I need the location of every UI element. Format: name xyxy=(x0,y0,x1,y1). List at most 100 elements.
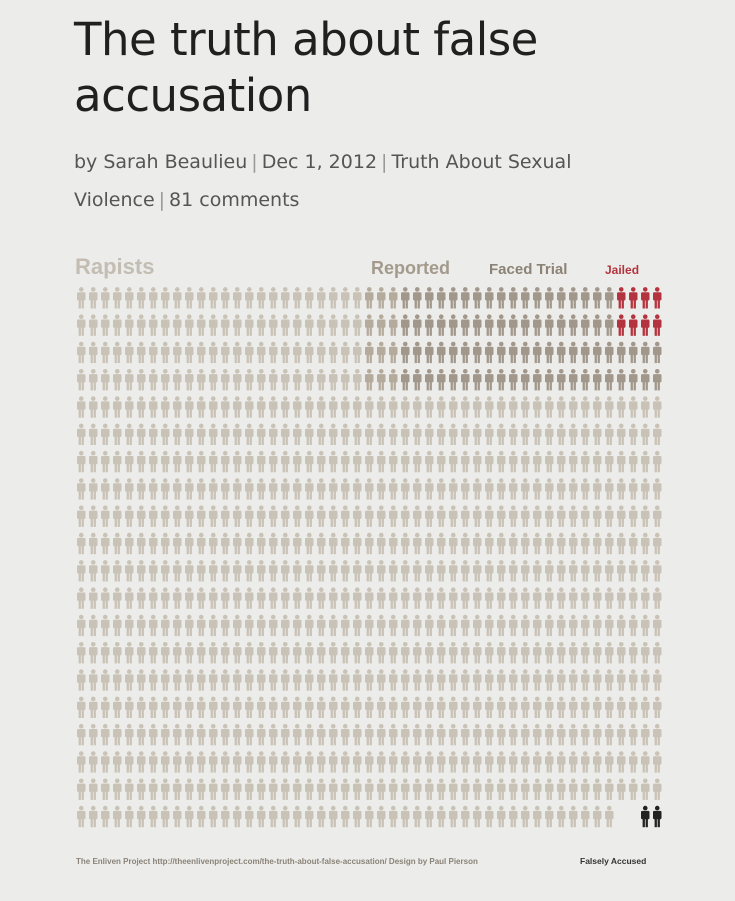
person-rapist xyxy=(185,805,194,828)
person-rapist xyxy=(269,642,278,664)
person-rapist xyxy=(101,450,110,473)
person-rapist xyxy=(221,751,230,773)
person-rapist xyxy=(185,505,194,527)
person-rapist xyxy=(401,505,410,527)
meta-separator: | xyxy=(381,151,388,173)
person-rapist xyxy=(389,423,398,445)
person-rapist xyxy=(557,396,566,418)
comments-link[interactable]: 81 comments xyxy=(169,189,300,211)
person-rapist xyxy=(569,423,578,445)
person-rapist xyxy=(269,341,278,364)
person-rapist xyxy=(77,450,86,473)
person-rapist xyxy=(449,587,458,609)
person-rapist xyxy=(617,423,626,445)
person-faced-trial xyxy=(569,341,578,364)
person-rapist xyxy=(329,778,338,800)
person-rapist xyxy=(389,450,398,473)
person-rapist xyxy=(317,341,326,364)
person-rapist xyxy=(641,423,650,445)
person-rapist xyxy=(413,614,422,637)
person-rapist xyxy=(485,723,494,746)
person-rapist xyxy=(533,614,542,637)
person-rapist xyxy=(137,450,146,473)
person-rapist xyxy=(149,396,158,418)
person-rapist xyxy=(521,450,530,473)
person-faced-trial xyxy=(593,287,602,309)
person-rapist xyxy=(257,778,266,800)
person-rapist xyxy=(197,450,206,473)
person-rapist xyxy=(185,751,194,773)
person-rapist xyxy=(449,723,458,746)
person-rapist xyxy=(653,642,662,664)
person-rapist xyxy=(185,587,194,609)
person-rapist xyxy=(437,450,446,473)
person-rapist xyxy=(269,614,278,637)
person-rapist xyxy=(581,587,590,609)
person-rapist xyxy=(233,532,242,555)
person-rapist xyxy=(617,587,626,609)
person-rapist xyxy=(437,805,446,828)
person-rapist xyxy=(593,587,602,609)
person-rapist xyxy=(245,669,254,691)
person-faced-trial xyxy=(557,341,566,364)
person-faced-trial xyxy=(557,369,566,391)
person-rapist xyxy=(533,642,542,664)
person-rapist xyxy=(101,696,110,718)
person-rapist xyxy=(257,669,266,691)
person-rapist xyxy=(221,696,230,718)
category-link[interactable]: Truth About Sexual Violence xyxy=(74,151,571,211)
person-rapist xyxy=(77,614,86,637)
person-rapist xyxy=(401,560,410,582)
person-rapist xyxy=(485,642,494,664)
person-rapist xyxy=(281,723,290,746)
person-rapist xyxy=(617,614,626,637)
person-rapist xyxy=(113,369,122,391)
person-rapist xyxy=(593,696,602,718)
person-faced-trial xyxy=(593,314,602,336)
person-rapist xyxy=(617,396,626,418)
person-rapist xyxy=(233,287,242,309)
person-rapist xyxy=(521,396,530,418)
person-rapist xyxy=(125,587,134,609)
person-rapist xyxy=(509,614,518,637)
person-rapist xyxy=(101,560,110,582)
person-rapist xyxy=(533,423,542,445)
person-rapist xyxy=(545,751,554,773)
person-rapist xyxy=(77,369,86,391)
person-rapist xyxy=(293,505,302,527)
person-rapist xyxy=(413,696,422,718)
person-rapist xyxy=(341,450,350,473)
person-rapist xyxy=(173,751,182,773)
author[interactable]: by Sarah Beaulieu xyxy=(74,151,248,173)
person-rapist xyxy=(461,778,470,800)
person-faced-trial xyxy=(413,287,422,309)
person-rapist xyxy=(605,642,614,664)
person-rapist xyxy=(365,751,374,773)
person-rapist xyxy=(329,341,338,364)
person-rapist xyxy=(605,587,614,609)
person-rapist xyxy=(341,642,350,664)
person-rapist xyxy=(305,778,314,800)
person-rapist xyxy=(197,723,206,746)
person-rapist xyxy=(425,478,434,500)
person-rapist xyxy=(641,560,650,582)
person-rapist xyxy=(161,287,170,309)
person-rapist xyxy=(245,450,254,473)
person-rapist xyxy=(389,642,398,664)
person-rapist xyxy=(581,532,590,555)
person-rapist xyxy=(305,805,314,828)
person-rapist xyxy=(569,751,578,773)
person-rapist xyxy=(317,423,326,445)
person-rapist xyxy=(461,450,470,473)
person-rapist xyxy=(149,314,158,336)
person-rapist xyxy=(113,778,122,800)
person-rapist xyxy=(557,723,566,746)
person-rapist xyxy=(77,669,86,691)
person-rapist xyxy=(185,532,194,555)
person-rapist xyxy=(569,450,578,473)
person-rapist xyxy=(617,532,626,555)
person-rapist xyxy=(485,396,494,418)
person-rapist xyxy=(245,532,254,555)
person-rapist xyxy=(233,560,242,582)
person-rapist xyxy=(89,614,98,637)
